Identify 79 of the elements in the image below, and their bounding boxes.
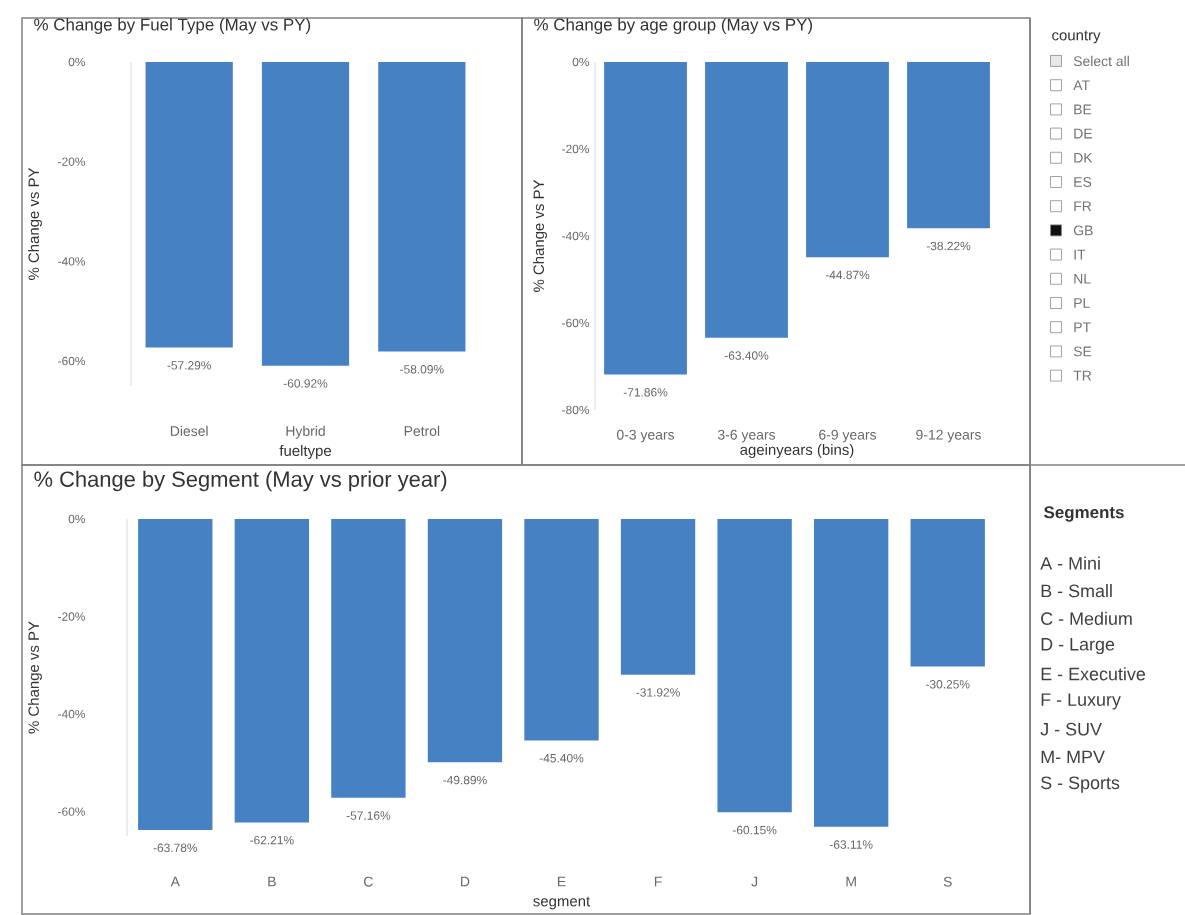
chart-title: % Change by Segment (May vs prior year) [34, 470, 447, 492]
category-label: SE [1073, 346, 1092, 357]
data-label: -49.89% [443, 775, 487, 785]
category-label: DE [1074, 128, 1092, 139]
y-tick-label: -60% [562, 318, 590, 328]
y-tick-label: 0% [68, 57, 86, 67]
data-label: -44.87% [825, 270, 870, 280]
x-tick-label: D [461, 876, 470, 887]
x-tick-label: B [268, 876, 276, 887]
data-label: -63.11% [829, 840, 873, 849]
y-axis-title: % Change vs PY [533, 179, 547, 292]
text: C - Medium [1041, 611, 1132, 625]
text: A - Mini [1040, 556, 1100, 570]
category-label: TR [1073, 370, 1092, 381]
y-tick-label: 0% [572, 57, 590, 67]
data-label: -71.86% [623, 388, 668, 397]
category-label: FR [1074, 201, 1092, 211]
category-label: PL [1074, 298, 1090, 308]
data-label: -30.25% [925, 680, 970, 689]
x-tick-label: J [751, 876, 758, 887]
data-label: -45.40% [539, 753, 584, 763]
data-label: -31.92% [636, 688, 680, 697]
text: E - Executive [1041, 667, 1146, 681]
data-label: -60.92% [283, 379, 328, 388]
category-label: GB [1073, 225, 1093, 236]
chart-title: % Change by Fuel Type (May vs PY) [34, 18, 311, 34]
x-tick-label: 9-12 years [916, 429, 981, 443]
x-tick-label: M [846, 876, 856, 887]
category-label: ES [1074, 177, 1092, 187]
category-label: PT [1074, 322, 1091, 332]
category-label: NL [1074, 274, 1091, 284]
y-tick-label: -80% [562, 405, 590, 415]
text: S - Sports [1041, 776, 1120, 793]
text: Segments [1044, 506, 1124, 522]
text: country [1052, 30, 1101, 44]
data-label: -58.09% [400, 365, 444, 374]
x-tick-label: 0-3 years [616, 429, 675, 443]
y-tick-label: 0% [68, 514, 86, 524]
data-label: -60.15% [732, 825, 777, 835]
text: F - Luxury [1041, 693, 1121, 710]
category-label: IT [1074, 249, 1086, 260]
y-tick-label: -40% [562, 231, 590, 241]
y-tick-label: -20% [58, 157, 86, 166]
x-tick-label: A [170, 876, 180, 887]
text: D - Large [1041, 638, 1115, 655]
y-tick-label: -20% [562, 144, 590, 154]
y-tick-label: -40% [58, 709, 86, 719]
text: J - SUV [1040, 722, 1102, 736]
category-label: DK [1074, 152, 1093, 163]
data-label: -62.21% [250, 835, 294, 845]
text: B - Small [1041, 584, 1112, 598]
category-label: AT [1073, 80, 1090, 90]
y-tick-label: -40% [58, 257, 86, 266]
x-tick-label: C [364, 876, 373, 887]
data-label: -63.78% [153, 843, 198, 853]
x-tick-label: Hybrid [286, 425, 325, 439]
x-axis-title: ageinyears (bins) [740, 444, 854, 458]
y-axis-title: % Change vs PY [28, 167, 42, 280]
text: M- MPV [1041, 750, 1105, 764]
data-label: -57.16% [346, 811, 391, 820]
x-tick-label: E [557, 876, 566, 887]
data-label: -63.40% [724, 351, 769, 360]
y-tick-label: -20% [58, 612, 86, 621]
y-tick-label: -60% [58, 807, 86, 816]
chart-title: % Change by age group (May vs PY) [534, 18, 813, 34]
data-label: -38.22% [926, 241, 971, 251]
x-axis-title: segment [533, 896, 591, 910]
y-axis-title: % Change vs PY [28, 621, 42, 734]
x-tick-label: 3-6 years [717, 429, 776, 443]
x-tick-label: Diesel [170, 425, 208, 437]
x-tick-label: Petrol [404, 425, 440, 437]
x-tick-label: F [654, 876, 662, 887]
category-label: Select all [1073, 55, 1129, 67]
x-tick-label: S [943, 876, 952, 887]
x-tick-label: 6-9 years [819, 429, 877, 443]
x-axis-title: fueltype [279, 445, 331, 459]
data-label: -57.29% [167, 361, 211, 370]
category-label: BE [1074, 104, 1092, 115]
y-tick-label: -60% [58, 356, 86, 366]
